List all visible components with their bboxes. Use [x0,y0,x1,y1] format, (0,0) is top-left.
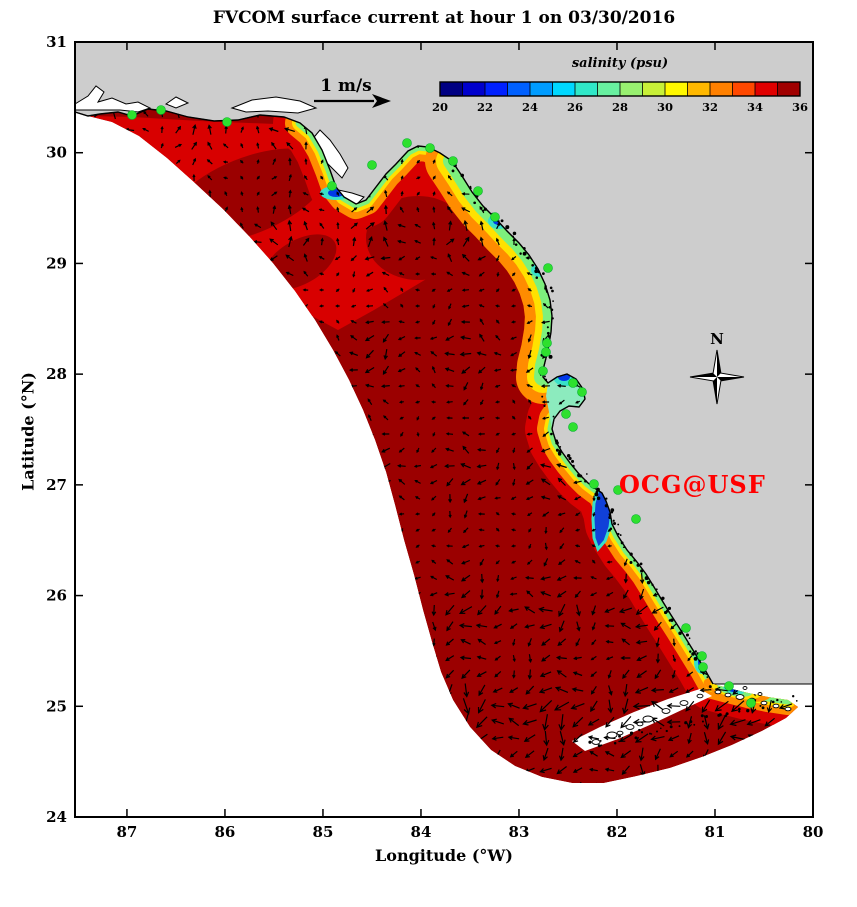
ocg-usf-watermark: OCG@USF [619,470,766,499]
svg-text:28: 28 [612,100,628,114]
svg-text:24: 24 [522,100,538,114]
compass-north-label: N [710,330,724,348]
svg-text:20: 20 [432,100,448,114]
svg-text:32: 32 [702,100,718,114]
svg-text:83: 83 [509,823,530,841]
compass-rose [689,349,745,405]
plot-frame [74,41,814,818]
svg-text:80: 80 [803,823,824,841]
svg-text:30: 30 [46,144,67,162]
svg-text:84: 84 [411,823,432,841]
svg-text:26: 26 [46,587,67,605]
svg-text:85: 85 [313,823,334,841]
svg-text:81: 81 [705,823,726,841]
page-title: FVCOM surface current at hour 1 on 03/30… [212,8,676,28]
svg-text:29: 29 [46,254,67,272]
svg-text:36: 36 [792,100,808,114]
svg-text:34: 34 [747,100,763,114]
svg-text:28: 28 [46,365,67,383]
current-vector-arrows [88,109,798,783]
svg-text:86: 86 [215,823,236,841]
colorbar-title: salinity (psu) [571,56,669,71]
svg-text:22: 22 [477,100,493,114]
station-markers [127,105,756,708]
svg-text:27: 27 [46,476,67,494]
colorbar [439,81,801,97]
svg-text:82: 82 [607,823,628,841]
svg-text:30: 30 [657,100,673,114]
svg-text:24: 24 [46,808,67,826]
svg-text:31: 31 [46,33,67,51]
y-axis-label: Latitude (°N) [18,372,38,491]
svg-text:87: 87 [117,823,138,841]
vector-scale-label: 1 m/s [320,76,372,96]
svg-text:25: 25 [46,697,67,715]
svg-text:26: 26 [567,100,583,114]
x-axis-label: Longitude (°W) [375,846,513,865]
